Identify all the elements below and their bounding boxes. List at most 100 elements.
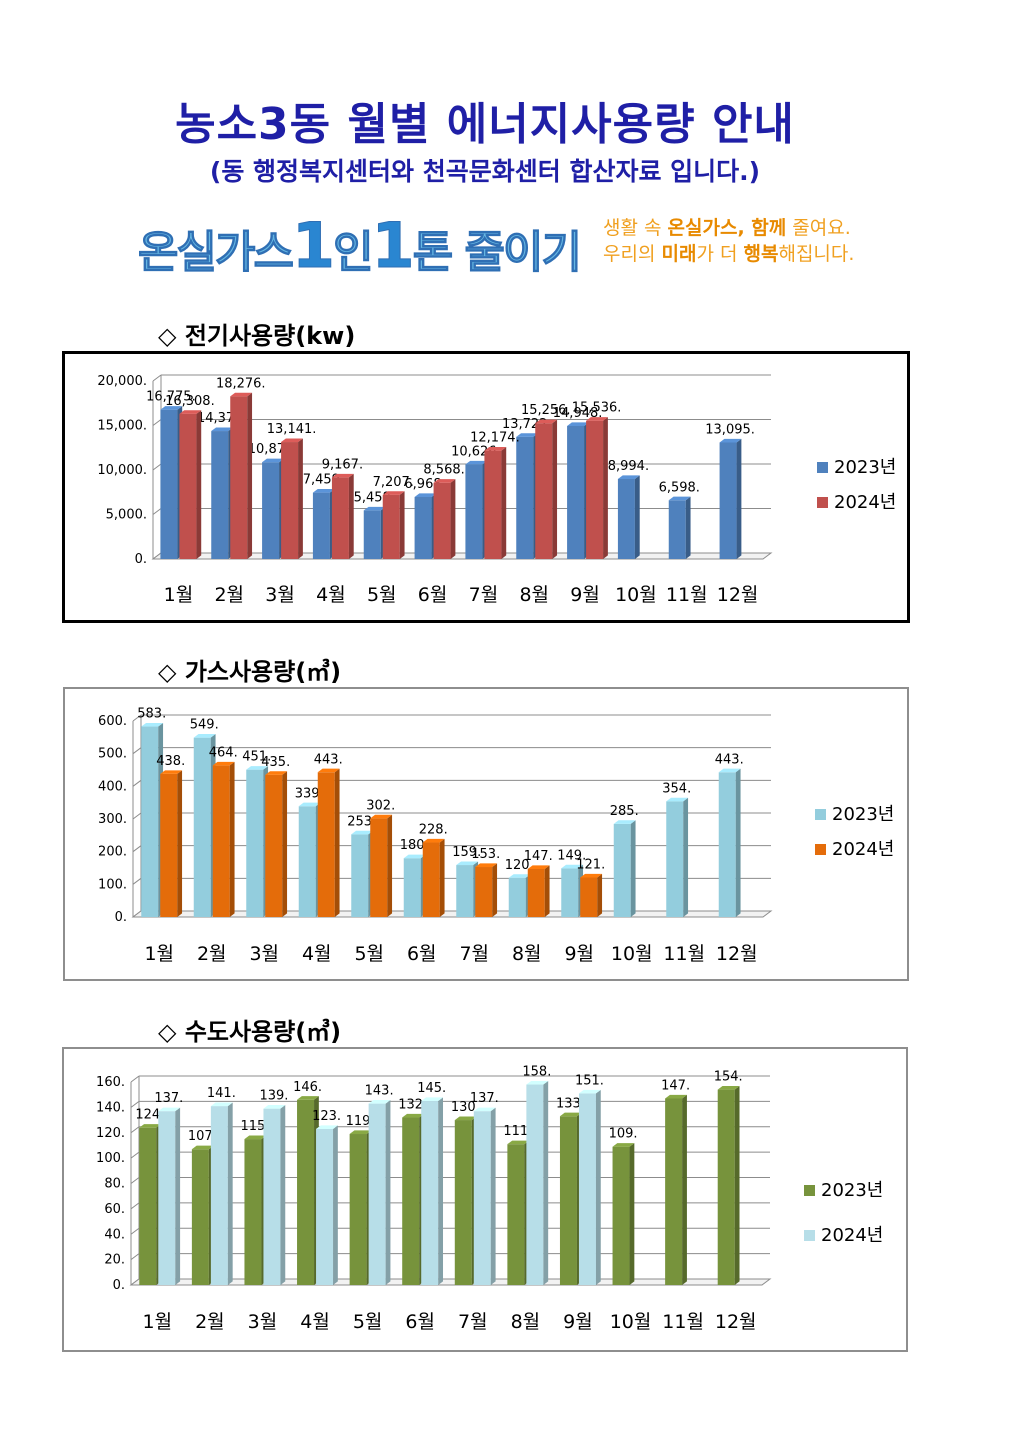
bar [370,814,393,917]
bar-top [580,873,603,878]
legend-label: 2023년 [834,457,896,478]
electricity-chart: 0. 5,000. 10,000. 15,000. 20,000. 1월 2월 3월 4월 5월 6… [97,374,896,606]
y-tick-label: 0. [135,552,147,567]
x-category-label: 10월 [610,1311,652,1333]
bar-front [527,868,545,917]
x-category-label: 8월 [519,584,549,606]
bar-top [613,820,636,824]
bar-top [421,1097,444,1102]
bar-top [179,410,202,414]
data-label: 6,598. [659,480,700,495]
bar [158,1107,181,1285]
bar-top [298,802,321,807]
campaign-logo: 온실가스1인1톤 줄이기 [138,209,583,283]
bar [516,433,539,559]
bar [484,447,507,559]
bar-top [402,1113,425,1118]
data-label: 115. [240,1119,269,1134]
y-tick-label: 0. [113,1278,125,1293]
x-category-label: 8월 [512,943,542,965]
bar [312,489,335,559]
data-label: 159. [452,845,481,860]
bar [402,1113,425,1285]
x-category-label: 4월 [316,584,346,606]
bar-top [368,1099,391,1104]
x-category-label: 10월 [611,943,653,965]
slogan-emphasis: 온실가스, 함께 [667,217,787,239]
y-tick-label: 300. [98,812,127,827]
bar-front [613,823,631,917]
water-section-title: ◇ 수도사용량(㎥) [158,1018,342,1046]
legend-swatch [815,809,826,820]
x-category-label: 1월 [143,1311,173,1333]
data-label: 149. [557,848,586,863]
data-label: 180. [400,838,429,853]
bar-top [263,1105,286,1109]
bar-front [567,425,585,559]
bar [612,1143,635,1285]
bar-top [297,1096,319,1100]
x-category-label: 6월 [407,943,437,965]
x-category-label: 12월 [715,1311,757,1333]
data-label: 7,207. [373,475,414,490]
bar [719,438,742,559]
y-tick-label: 120. [96,1126,125,1141]
bar [508,874,531,917]
bar-side [196,410,202,559]
bar-top [535,419,558,424]
bar [368,1099,391,1285]
bar-side [682,1094,687,1285]
gas-section-title: ◇ 가스사용량(㎥) [158,658,342,686]
bar-side [334,768,340,917]
bar [527,865,550,917]
bar-front [516,436,534,559]
y-tick-label: 40. [104,1227,125,1242]
bar-side [634,475,640,559]
bar [421,1097,444,1285]
bar-front [298,806,316,917]
bar-front [262,462,280,559]
data-label: 111. [503,1124,532,1139]
gridline-side [130,1126,140,1134]
bar-side [385,1099,391,1285]
bar [139,1124,162,1285]
gridline-side [132,747,142,755]
bar-side [450,479,456,559]
bar [316,1125,338,1285]
bar-side [630,820,636,917]
bar-side [333,1125,338,1285]
bar [475,863,498,917]
data-label: 435. [261,755,290,770]
y-tick-label: 100. [96,1151,125,1166]
bar-front [475,867,493,917]
bar-top [414,493,437,497]
bar [559,1112,582,1285]
bar-side [348,473,354,559]
bar-front [370,818,388,917]
data-label: 158. [522,1065,551,1080]
data-label: 16,775. [146,390,196,405]
bar-top [191,1145,214,1150]
bar-top [454,1116,477,1121]
bar [298,802,321,917]
bar-front [617,478,635,559]
bar-front [141,726,159,917]
gridline-side [152,374,162,382]
bar [331,473,354,559]
data-label: 443. [314,752,343,767]
slogan-line-2: 우리의 미래가 더 행복해집니다. [603,241,854,267]
bar-front [473,1111,491,1285]
bar [246,766,269,917]
bar-top [382,491,405,495]
bar-side [685,496,691,559]
gridline-side [132,779,142,787]
x-category-label: 11월 [662,1311,704,1333]
bar-front [433,482,451,559]
bar [382,491,405,559]
bar-top [244,1135,267,1140]
y-tick-label: 20,000. [97,374,147,389]
x-category-label: 9월 [564,943,594,965]
x-category-label: 3월 [265,584,295,606]
data-label: 13,095. [705,422,755,437]
slogan-text: 우리의 [603,243,662,265]
